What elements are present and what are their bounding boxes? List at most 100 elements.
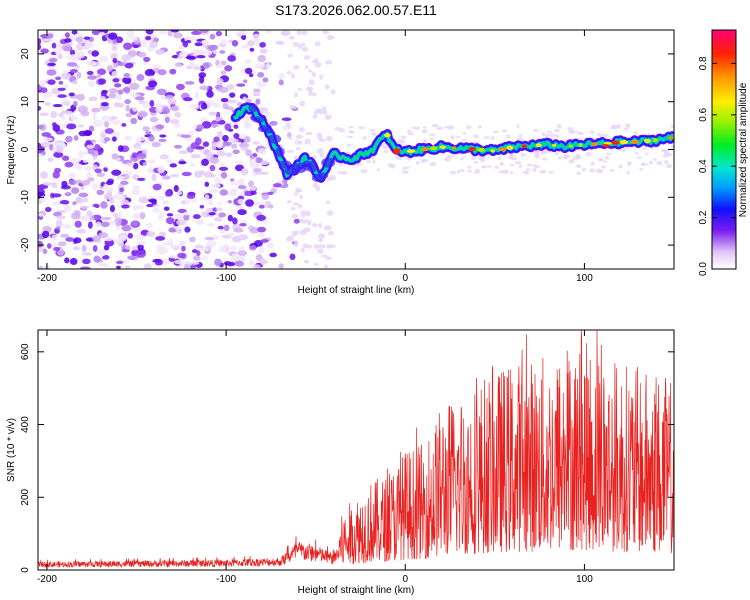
noise-blob — [82, 258, 91, 265]
noise-blob — [596, 132, 600, 137]
noise-blob — [372, 159, 376, 164]
noise-blob — [96, 74, 102, 78]
noise-blob — [158, 138, 167, 143]
noise-blob — [242, 79, 248, 84]
noise-blob — [255, 254, 263, 262]
noise-blob — [299, 194, 304, 200]
noise-blob — [178, 240, 187, 245]
noise-blob — [280, 30, 291, 37]
noise-blob — [220, 171, 228, 179]
noise-blob — [208, 211, 216, 216]
noise-blob — [338, 128, 346, 133]
noise-blob — [313, 244, 320, 249]
noise-blob — [131, 246, 138, 251]
noise-blob — [429, 137, 435, 140]
noise-blob — [38, 38, 42, 45]
noise-blob — [193, 66, 202, 71]
noise-blob — [145, 35, 152, 41]
noise-blob — [121, 123, 127, 127]
noise-blob — [198, 75, 205, 84]
noise-blob — [220, 97, 229, 103]
noise-blob — [96, 172, 105, 178]
noise-blob — [134, 96, 145, 101]
noise-blob — [253, 88, 261, 93]
noise-blob — [473, 134, 479, 139]
noise-blob — [64, 161, 74, 168]
noise-blob — [200, 30, 209, 34]
noise-blob — [200, 247, 209, 252]
noise-blob — [542, 157, 548, 161]
noise-blob — [664, 160, 669, 165]
noise-blob — [42, 137, 53, 142]
noise-blob — [115, 36, 124, 44]
noise-blob — [243, 115, 251, 124]
noise-blob — [149, 116, 159, 123]
noise-blob — [108, 88, 119, 94]
noise-blob — [269, 120, 278, 126]
noise-blob — [566, 127, 574, 130]
noise-blob — [304, 64, 309, 70]
noise-blob — [642, 163, 649, 166]
snr-ytick-label: 200 — [20, 488, 31, 505]
snr-panel: -200 -100 0 100 0 200 400 600 Height of straigh… — [6, 329, 675, 596]
noise-blob — [123, 135, 133, 141]
noise-blob — [625, 123, 631, 129]
ridge-hotspot — [611, 140, 620, 145]
noise-blob — [143, 56, 151, 62]
noise-blob — [272, 183, 282, 188]
noise-blob — [196, 124, 205, 131]
noise-blob — [287, 53, 293, 58]
noise-blob — [137, 110, 148, 118]
noise-blob — [443, 156, 451, 162]
noise-blob — [190, 154, 201, 159]
noise-blob — [60, 233, 70, 238]
noise-blob — [436, 126, 444, 131]
noise-blob — [86, 171, 93, 178]
noise-blob — [170, 118, 180, 125]
noise-blob — [178, 150, 189, 155]
noise-blob — [142, 161, 148, 166]
noise-blob — [510, 163, 515, 167]
noise-blob — [64, 38, 72, 43]
noise-blob — [311, 72, 317, 78]
noise-blob — [348, 126, 354, 129]
noise-blob — [113, 193, 120, 200]
noise-blob — [288, 105, 296, 109]
noise-blob — [98, 31, 106, 36]
noise-blob — [201, 256, 209, 260]
noise-blob — [189, 236, 196, 243]
noise-blob — [133, 205, 139, 211]
noise-blob — [131, 152, 138, 159]
ridge-blob — [248, 103, 258, 113]
ridge-hotspot — [497, 147, 507, 152]
noise-blob — [117, 145, 124, 152]
snr-ytick-label: 0 — [20, 567, 31, 573]
noise-blob — [230, 181, 239, 186]
noise-blob — [57, 94, 67, 98]
noise-blob — [103, 236, 114, 242]
noise-blob — [316, 132, 323, 137]
noise-blob — [259, 160, 269, 166]
noise-blob — [639, 167, 644, 171]
noise-blob — [251, 173, 257, 177]
noise-blob — [108, 32, 118, 40]
noise-blob — [286, 200, 293, 204]
noise-blob — [308, 86, 314, 93]
noise-blob — [171, 105, 179, 112]
noise-blob — [257, 148, 267, 155]
noise-blob — [218, 166, 229, 171]
noise-blob — [66, 123, 77, 130]
noise-blob — [304, 259, 309, 264]
noise-blob — [157, 165, 166, 174]
noise-blob — [647, 132, 651, 136]
snr-xtick-label: 100 — [576, 574, 593, 585]
noise-blob — [466, 165, 472, 169]
noise-blob — [152, 64, 162, 69]
noise-blob — [123, 86, 131, 94]
noise-blob — [60, 99, 71, 106]
noise-blob — [534, 153, 541, 159]
noise-blob — [173, 185, 179, 193]
noise-blob — [382, 145, 390, 149]
noise-blob — [298, 126, 306, 133]
noise-blob — [69, 257, 78, 266]
